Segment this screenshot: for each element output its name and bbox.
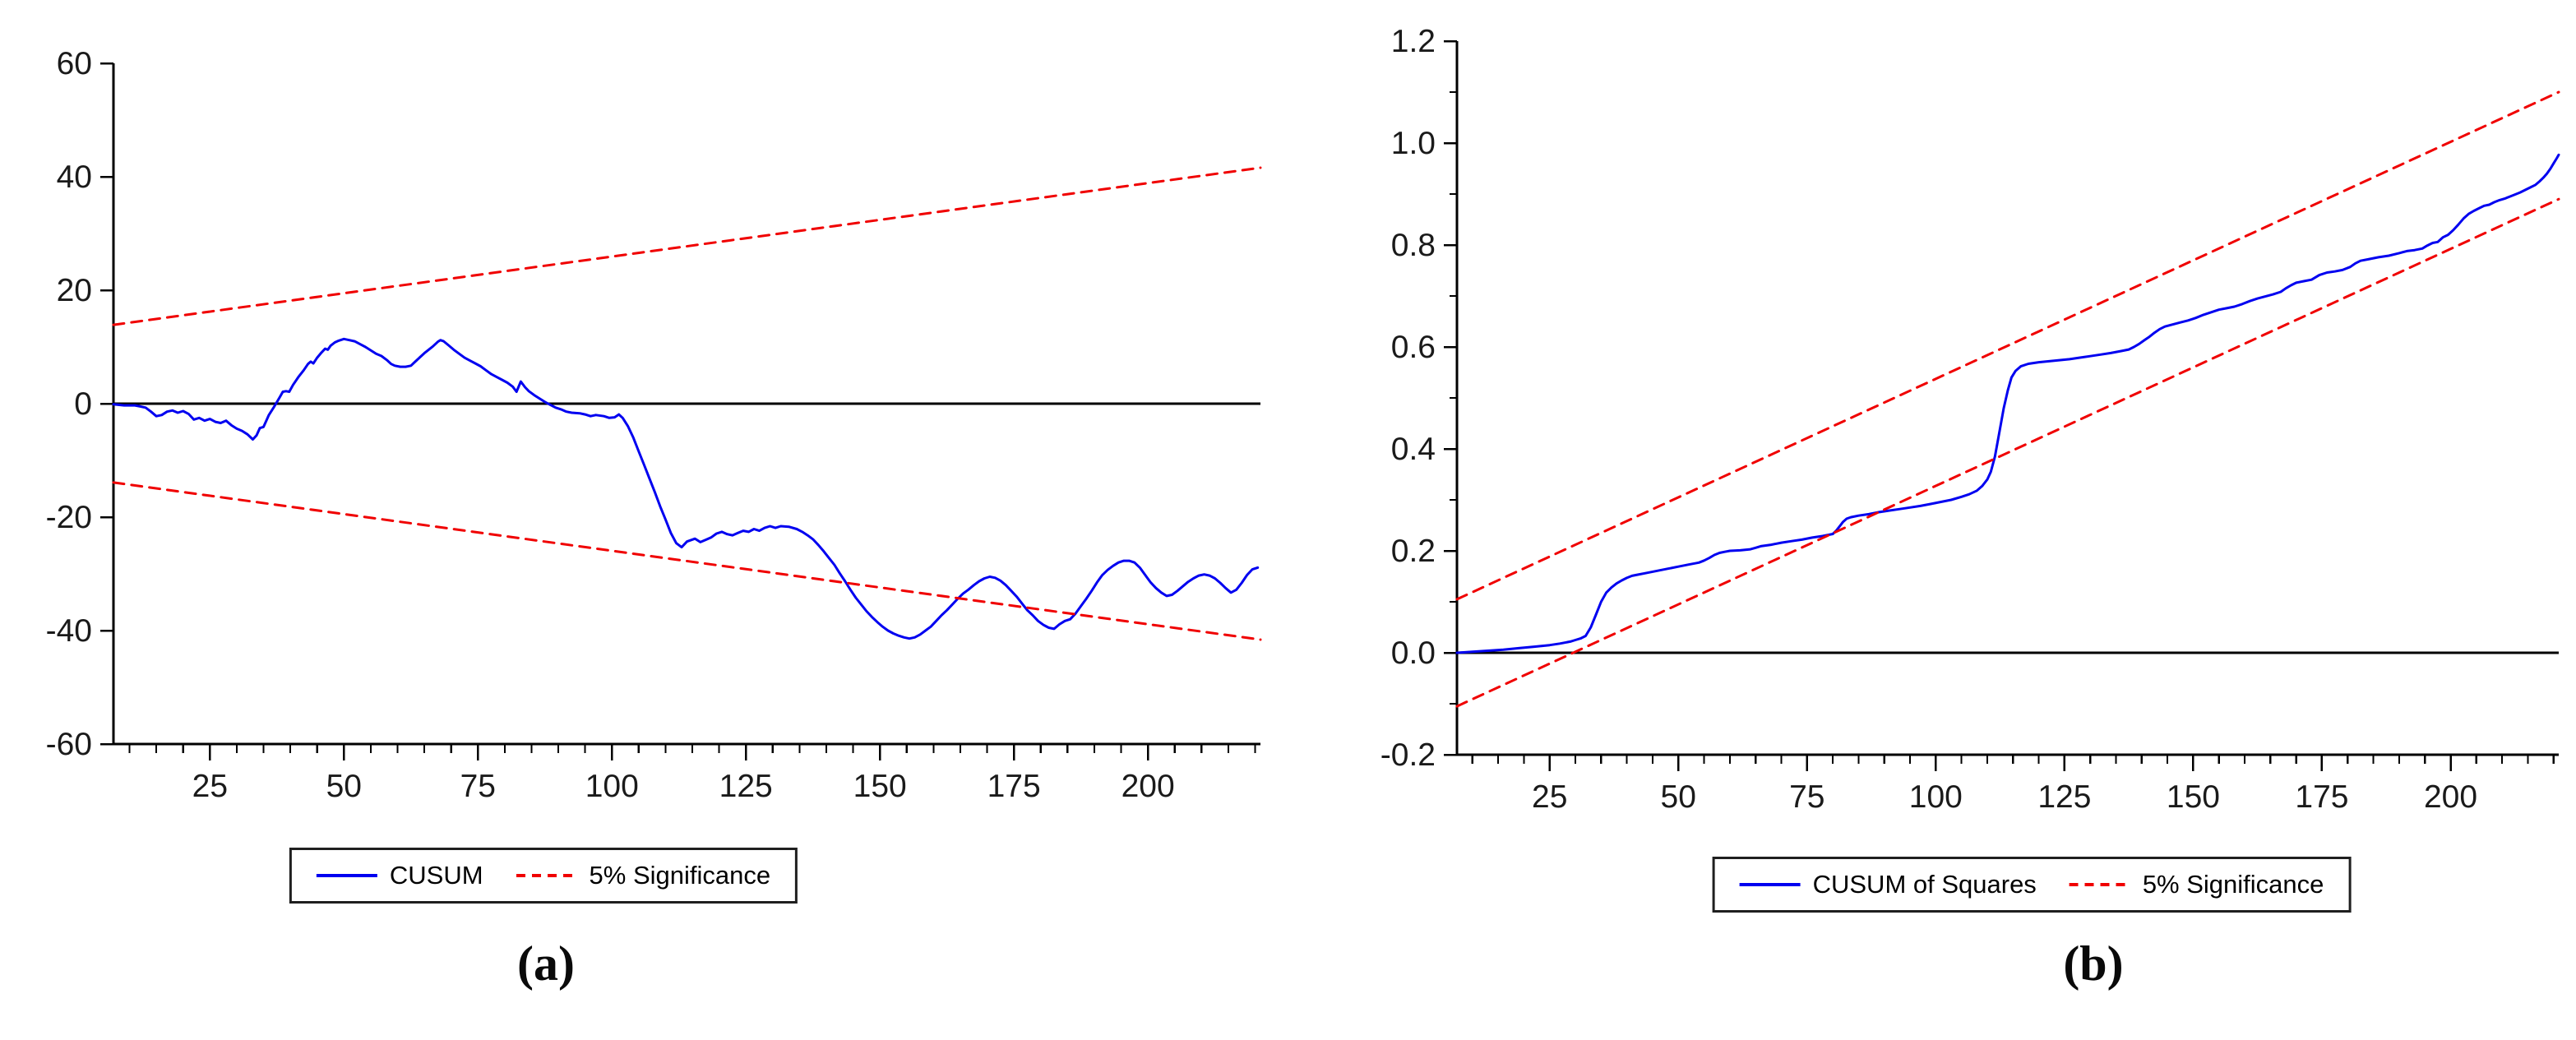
legend-chart-b: CUSUM of Squares 5% Significance (1712, 857, 2352, 913)
x-tick-label: 200 (1122, 769, 1175, 804)
x-tick-label: 50 (326, 769, 362, 804)
legend-item-cusum-of-squares: CUSUM of Squares (1739, 870, 2037, 899)
y-tick-label: 0.0 (1391, 636, 1436, 671)
x-tick-label: 100 (585, 769, 639, 804)
red-dashed-line-sample-icon (2069, 883, 2130, 886)
y-tick-label: 0.4 (1391, 432, 1436, 467)
y-tick-label: 0.6 (1391, 330, 1436, 365)
series-5-significance-upper- (1455, 90, 2560, 601)
x-tick-label: 175 (987, 769, 1041, 804)
panel-label-a: (a) (517, 936, 575, 991)
chart-cusum-of-squares: 1.2 1.0 0.8 0.6 0.4 0.2 0.0 -0.2 25 50 75 100 125 150… (1380, 24, 2560, 815)
x-tick-label: 75 (1789, 779, 1824, 815)
y-tick-label: 40 (57, 159, 92, 195)
x-tick-label: 175 (2295, 779, 2348, 815)
series-5-significance-lower- (1455, 197, 2560, 708)
y-tick-label: 0 (74, 386, 92, 422)
y-tick-label: -40 (46, 613, 92, 649)
x-tick-label: 75 (460, 769, 496, 804)
legend-label-cusum: CUSUM (389, 861, 483, 890)
x-tick-label: 50 (1661, 779, 1696, 815)
legend-label-significance-b: 5% Significance (2142, 870, 2324, 899)
x-tick-label: 150 (2167, 779, 2220, 815)
y-tick-label: -60 (46, 727, 92, 762)
y-tick-label: 1.2 (1391, 24, 1436, 59)
series-5-significance-upper- (112, 166, 1262, 326)
red-dashed-line-sample-icon (516, 874, 577, 877)
panel-label-b: (b) (2063, 936, 2124, 991)
y-tick-label: 20 (57, 273, 92, 308)
x-tick-label: 150 (853, 769, 907, 804)
legend-item-cusum: CUSUM (316, 861, 483, 890)
legend-chart-a: CUSUM 5% Significance (289, 848, 798, 904)
series-5-significance-lower- (112, 481, 1262, 641)
y-tick-label: 0.2 (1391, 534, 1436, 569)
series-cusum (112, 337, 1260, 640)
x-tick-label: 200 (2424, 779, 2477, 815)
blue-solid-line-sample-icon (1739, 883, 1801, 886)
y-tick-label: 1.0 (1391, 126, 1436, 161)
axes-cusum-of-squares (1455, 41, 2559, 756)
y-tick-label: -0.2 (1380, 737, 1436, 773)
series-cusum-of-squares (1455, 153, 2560, 654)
y-tick-label: 60 (57, 46, 92, 81)
legend-label-significance-a: 5% Significance (589, 861, 771, 890)
blue-solid-line-sample-icon (316, 874, 377, 877)
x-tick-label: 25 (192, 769, 228, 804)
x-tick-label: 125 (719, 769, 773, 804)
x-tick-label: 25 (1532, 779, 1567, 815)
legend-item-significance-b: 5% Significance (2069, 870, 2324, 899)
legend-item-significance-a: 5% Significance (516, 861, 771, 890)
x-tick-label: 125 (2037, 779, 2091, 815)
x-tick-label: 100 (1909, 779, 1963, 815)
y-tick-label: 0.8 (1391, 228, 1436, 263)
y-tick-label: -20 (46, 500, 92, 535)
legend-label-cusum-of-squares: CUSUM of Squares (1812, 870, 2037, 899)
